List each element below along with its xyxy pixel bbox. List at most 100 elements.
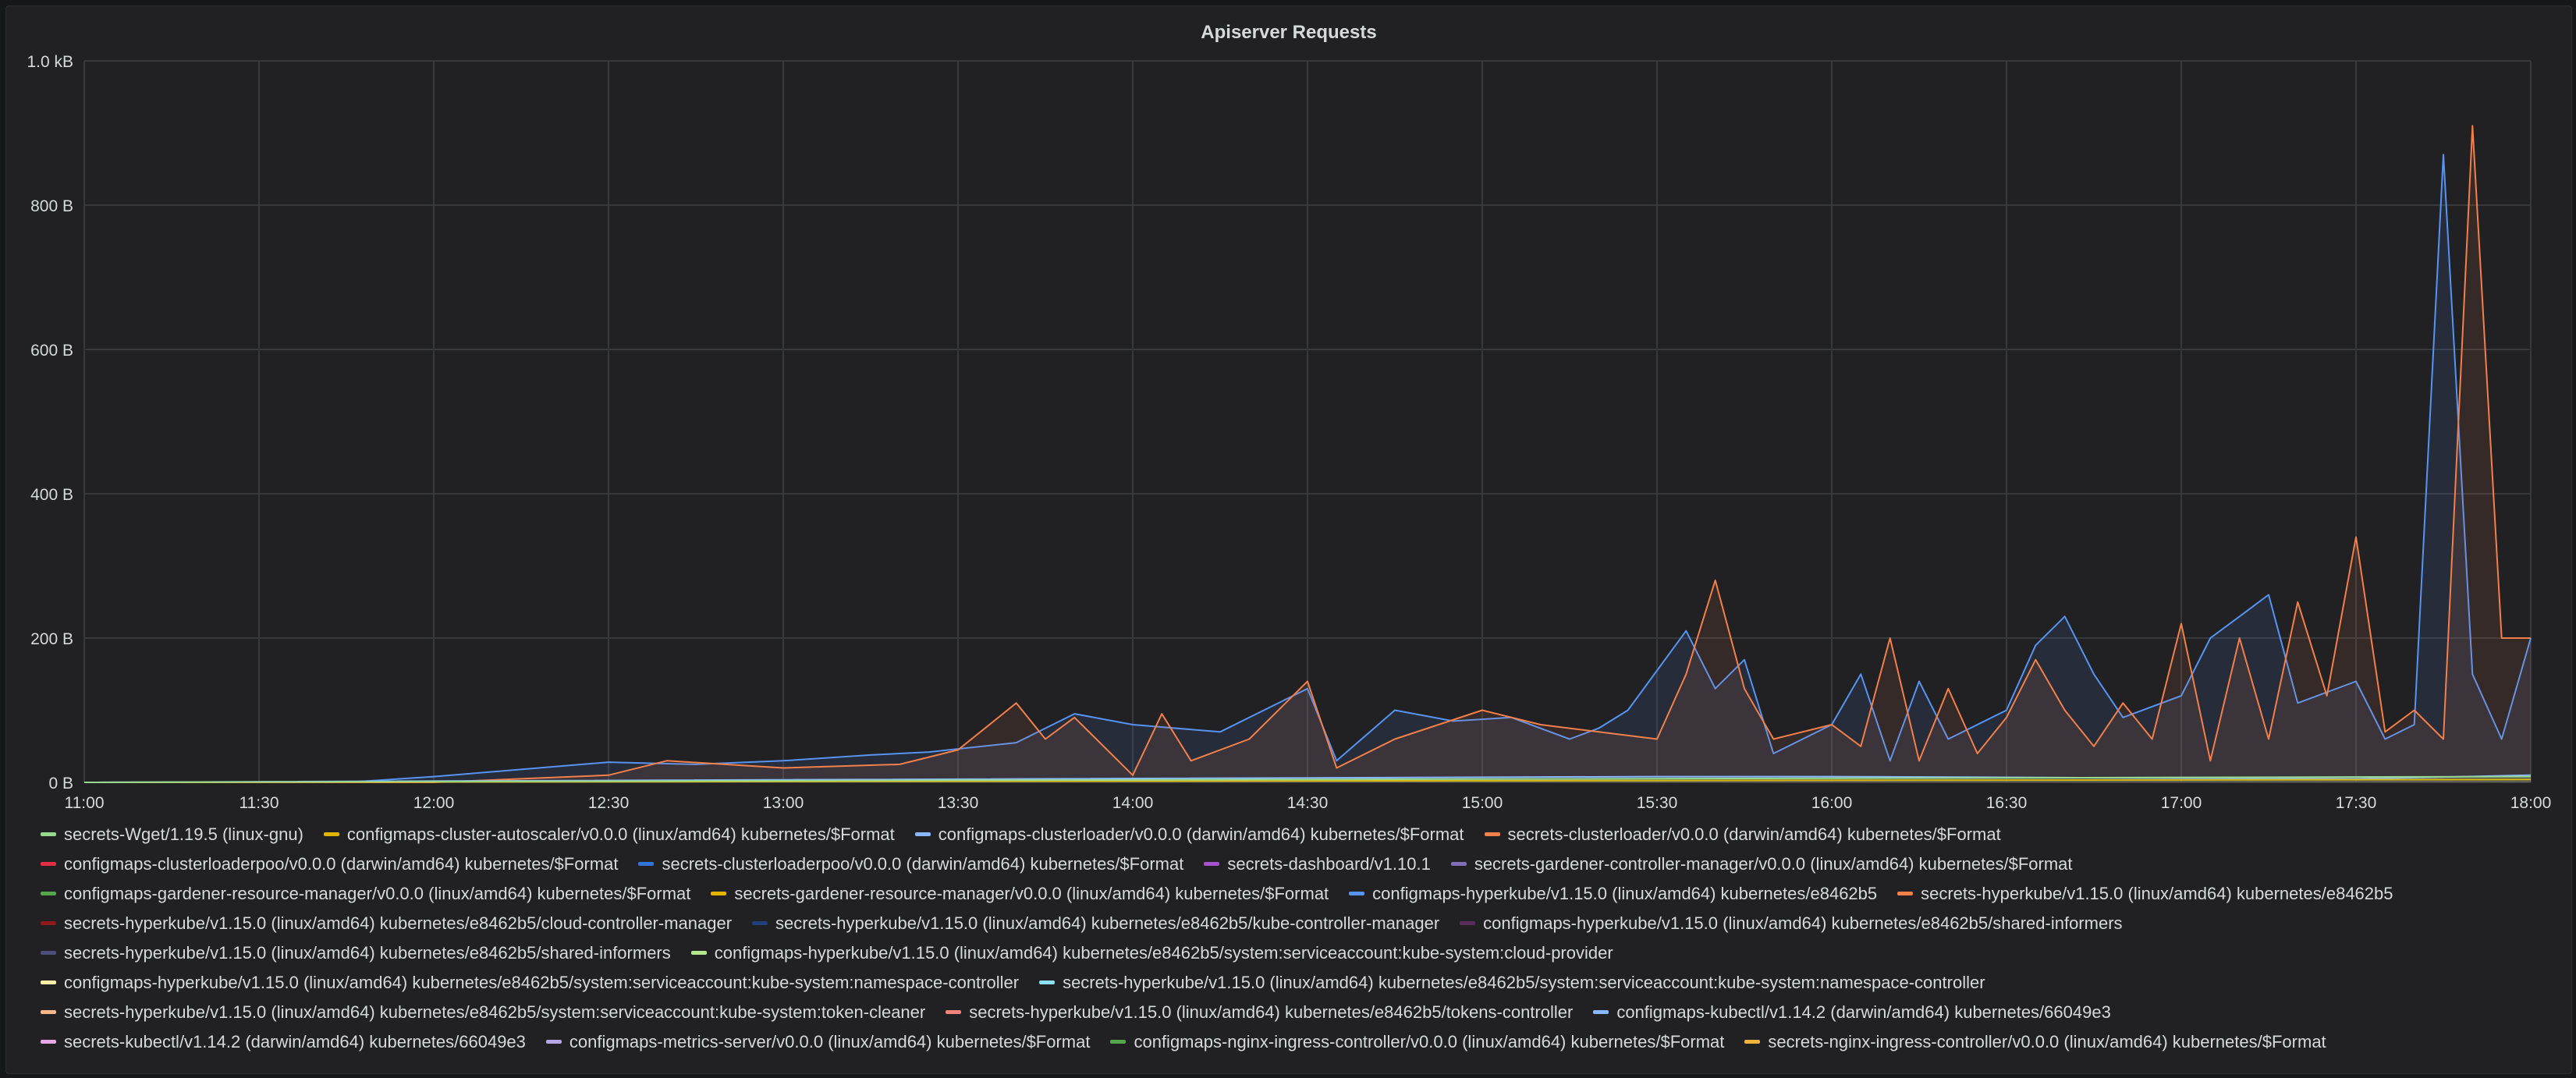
legend-label: secrets-hyperkube/v1.15.0 (linux/amd64) … — [64, 943, 671, 963]
legend-item[interactable]: configmaps-hyperkube/v1.15.0 (linux/amd6… — [41, 973, 1019, 993]
legend-swatch — [1204, 861, 1220, 866]
legend-label: secrets-hyperkube/v1.15.0 (linux/amd64) … — [64, 1002, 926, 1022]
legend-label: configmaps-hyperkube/v1.15.0 (linux/amd6… — [1483, 913, 2123, 933]
legend-item[interactable]: secrets-nginx-ingress-controller/v0.0.0 … — [1744, 1032, 2326, 1052]
x-tick-label: 12:30 — [588, 794, 630, 812]
legend-label: secrets-hyperkube/v1.15.0 (linux/amd64) … — [775, 913, 1440, 933]
y-tick-label: 1.0 kB — [27, 53, 73, 71]
legend-item[interactable]: configmaps-clusterloader/v0.0.0 (darwin/… — [914, 824, 1464, 845]
legend-swatch — [1450, 861, 1467, 866]
legend-label: secrets-kubectl/v1.14.2 (darwin/amd64) k… — [64, 1032, 526, 1051]
timeseries-chart[interactable]: 0 B 200 B 400 B 600 B 800 B 1.0 kB 11:00 11:30… — [0, 0, 2576, 819]
legend-swatch — [1744, 1039, 1761, 1044]
legend-item[interactable]: configmaps-hyperkube/v1.15.0 (linux/amd6… — [690, 943, 1613, 963]
legend-swatch — [1460, 920, 1476, 925]
legend-label: secrets-nginx-ingress-controller/v0.0.0 … — [1768, 1032, 2326, 1051]
legend-item[interactable]: secrets-hyperkube/v1.15.0 (linux/amd64) … — [752, 913, 1439, 934]
legend-swatch — [946, 1009, 962, 1014]
legend-swatch — [41, 950, 56, 955]
legend-item[interactable]: secrets-hyperkube/v1.15.0 (linux/amd64) … — [41, 943, 671, 963]
series-layer — [83, 125, 2532, 783]
x-tick-label: 17:30 — [2336, 794, 2377, 812]
y-tick-label: 600 B — [30, 342, 73, 360]
y-tick-label: 200 B — [30, 630, 73, 648]
legend-swatch — [545, 1039, 562, 1044]
legend-item[interactable]: secrets-gardener-controller-manager/v0.0… — [1450, 854, 2073, 874]
series-line[interactable] — [84, 154, 2532, 783]
legend-item[interactable]: configmaps-hyperkube/v1.15.0 (linux/amd6… — [1460, 913, 2123, 934]
x-tick-label: 18:00 — [2510, 794, 2552, 812]
series-area — [84, 154, 2531, 783]
legend-label: secrets-dashboard/v1.10.1 — [1227, 854, 1431, 874]
legend-swatch — [1593, 1009, 1609, 1014]
x-axis: 11:00 11:30 12:00 12:30 13:00 13:30 14:00 14:30… — [65, 794, 2552, 812]
legend-item[interactable]: secrets-Wget/1.19.5 (linux-gnu) — [41, 824, 303, 845]
series-line[interactable] — [84, 125, 2531, 783]
legend-swatch — [1349, 891, 1365, 895]
y-tick-label: 800 B — [30, 197, 73, 215]
series-line[interactable] — [83, 775, 2532, 783]
legend-item[interactable]: secrets-gardener-resource-manager/v0.0.0… — [711, 884, 1329, 904]
x-tick-label: 12:00 — [413, 794, 455, 812]
legend-label: configmaps-gardener-resource-manager/v0.… — [64, 884, 691, 903]
x-tick-label: 16:30 — [1986, 794, 2028, 812]
legend-item[interactable]: configmaps-clusterloaderpoo/v0.0.0 (darw… — [41, 854, 618, 874]
legend-swatch — [41, 980, 56, 984]
x-tick-label: 11:00 — [65, 794, 105, 812]
legend-item[interactable]: configmaps-metrics-server/v0.0.0 (linux/… — [545, 1032, 1091, 1052]
y-tick-label: 0 B — [48, 775, 73, 793]
legend-label: secrets-hyperkube/v1.15.0 (linux/amd64) … — [64, 913, 733, 933]
legend-label: secrets-gardener-controller-manager/v0.0… — [1474, 854, 2073, 874]
legend-label: secrets-Wget/1.19.5 (linux-gnu) — [64, 824, 303, 844]
x-tick-label: 14:00 — [1112, 794, 1154, 812]
legend-item[interactable]: secrets-kubectl/v1.14.2 (darwin/amd64) k… — [41, 1032, 526, 1052]
chart-grid — [83, 60, 2532, 783]
panel-title[interactable]: Apiserver Requests — [1201, 22, 1377, 43]
legend-item[interactable]: secrets-clusterloaderpoo/v0.0.0 (darwin/… — [638, 854, 1183, 874]
legend-label: configmaps-cluster-autoscaler/v0.0.0 (li… — [346, 824, 895, 844]
legend-swatch — [711, 891, 727, 895]
legend-item[interactable]: secrets-hyperkube/v1.15.0 (linux/amd64) … — [1897, 884, 2393, 904]
legend-item[interactable]: secrets-hyperkube/v1.15.0 (linux/amd64) … — [946, 1002, 1573, 1023]
legend-label: configmaps-hyperkube/v1.15.0 (linux/amd6… — [64, 973, 1020, 992]
legend-swatch — [1484, 832, 1500, 836]
legend-label: configmaps-hyperkube/v1.15.0 (linux/amd6… — [714, 943, 1613, 963]
legend-swatch — [914, 832, 931, 836]
legend-swatch — [690, 950, 707, 955]
legend-label: configmaps-clusterloader/v0.0.0 (darwin/… — [938, 824, 1464, 844]
x-tick-label: 14:30 — [1287, 794, 1329, 812]
series-area — [84, 126, 2531, 783]
legend-label: configmaps-clusterloaderpoo/v0.0.0 (darw… — [64, 854, 619, 874]
legend-label: secrets-clusterloader/v0.0.0 (darwin/amd… — [1507, 824, 2001, 844]
legend-swatch — [41, 920, 56, 925]
legend-item[interactable]: configmaps-gardener-resource-manager/v0.… — [41, 884, 690, 904]
legend-label: configmaps-nginx-ingress-controller/v0.0… — [1134, 1032, 1725, 1051]
x-tick-label: 15:00 — [1462, 794, 1503, 812]
y-tick-label: 400 B — [30, 486, 73, 504]
legend-swatch — [752, 920, 768, 925]
legend-item[interactable]: configmaps-hyperkube/v1.15.0 (linux/amd6… — [1349, 884, 1877, 904]
legend-label: secrets-hyperkube/v1.15.0 (linux/amd64) … — [1063, 973, 1985, 992]
legend-swatch — [41, 1009, 56, 1014]
legend-item[interactable]: configmaps-nginx-ingress-controller/v0.0… — [1110, 1032, 1724, 1052]
x-tick-label: 15:30 — [1637, 794, 1678, 812]
legend-item[interactable]: secrets-hyperkube/v1.15.0 (linux/amd64) … — [1039, 973, 1985, 993]
legend-item[interactable]: secrets-hyperkube/v1.15.0 (linux/amd64) … — [41, 913, 732, 934]
legend-swatch — [638, 861, 655, 866]
legend-swatch — [41, 1039, 56, 1044]
legend-item[interactable]: secrets-hyperkube/v1.15.0 (linux/amd64) … — [41, 1002, 925, 1023]
legend-label: secrets-clusterloaderpoo/v0.0.0 (darwin/… — [662, 854, 1184, 874]
legend-item[interactable]: configmaps-cluster-autoscaler/v0.0.0 (li… — [323, 824, 895, 845]
legend-item[interactable]: secrets-dashboard/v1.10.1 — [1204, 854, 1431, 874]
x-tick-label: 17:00 — [2161, 794, 2202, 812]
x-tick-label: 16:00 — [1811, 794, 1853, 812]
y-axis: 0 B 200 B 400 B 600 B 800 B 1.0 kB — [27, 53, 73, 793]
legend-swatch — [1039, 980, 1056, 984]
legend-label: configmaps-metrics-server/v0.0.0 (linux/… — [569, 1032, 1091, 1051]
legend-item[interactable]: configmaps-kubectl/v1.14.2 (darwin/amd64… — [1593, 1002, 2111, 1023]
legend-item[interactable]: secrets-clusterloader/v0.0.0 (darwin/amd… — [1484, 824, 2001, 845]
legend-label: configmaps-kubectl/v1.14.2 (darwin/amd64… — [1616, 1002, 2111, 1022]
legend-swatch — [1897, 891, 1914, 895]
legend-label: configmaps-hyperkube/v1.15.0 (linux/amd6… — [1372, 884, 1878, 903]
legend-swatch — [1110, 1039, 1127, 1044]
